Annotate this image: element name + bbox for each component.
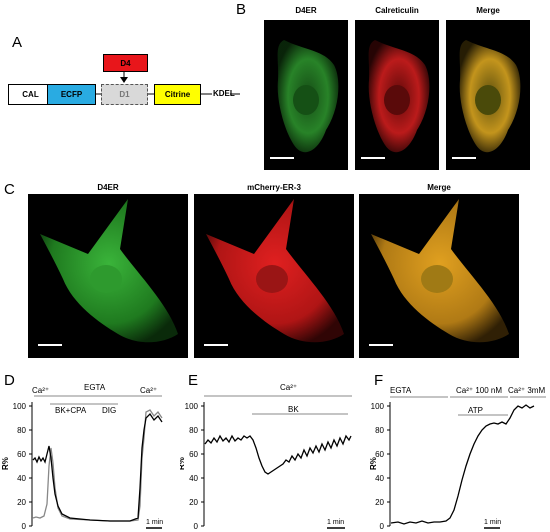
trace-f: EGTA Ca²⁺ 100 nM Ca²⁺ 3mM ATP 0 20 40 60… xyxy=(369,386,546,531)
construct-diagram xyxy=(53,72,240,95)
f-ylabel: R% xyxy=(369,457,378,470)
f-top-label-ca100: Ca²⁺ 100 nM xyxy=(456,386,502,395)
svg-text:80: 80 xyxy=(375,426,384,435)
svg-text:20: 20 xyxy=(375,498,384,507)
b-image-calreticulin xyxy=(355,20,439,170)
panel-label-b: B xyxy=(236,1,247,18)
f-bar-atp: ATP xyxy=(468,406,483,415)
ecfp-box: ECFP xyxy=(47,84,96,105)
svg-text:40: 40 xyxy=(17,474,26,483)
svg-text:60: 60 xyxy=(17,450,26,459)
svg-text:100: 100 xyxy=(371,402,385,411)
d-top-label-ca: Ca²⁺ xyxy=(32,386,49,395)
panel-label-a: A xyxy=(12,34,23,51)
e-bar-bk: BK xyxy=(288,405,299,414)
c-scale-bar-2 xyxy=(204,344,228,346)
svg-text:0: 0 xyxy=(380,522,385,531)
svg-text:100: 100 xyxy=(13,402,27,411)
panel-label-d: D xyxy=(4,372,15,389)
svg-text:40: 40 xyxy=(375,474,384,483)
svg-text:0: 0 xyxy=(194,522,199,531)
c-image-d4er xyxy=(28,194,188,358)
b-scale-bar-3 xyxy=(452,157,476,159)
d-top-label-ca2: Ca²⁺ xyxy=(140,386,157,395)
f-scale-label: 1 min xyxy=(484,519,501,526)
trace-d: Ca²⁺ EGTA Ca²⁺ BK+CPA DIG 0 20 40 60 80 … xyxy=(1,383,163,531)
f-top-label-egta: EGTA xyxy=(390,386,412,395)
svg-text:60: 60 xyxy=(375,450,384,459)
b-image-merge xyxy=(446,20,530,170)
f-y-axis: 0 20 40 60 80 100 xyxy=(371,402,390,531)
e-ylabel: R% xyxy=(180,457,186,470)
b-scale-bar-1 xyxy=(270,157,294,159)
c-title-d4er: D4ER xyxy=(97,183,119,192)
panel-label-e: E xyxy=(188,372,199,389)
d4-box: D4 xyxy=(103,54,148,72)
c-title-mcherry: mCherry-ER-3 xyxy=(247,183,301,192)
svg-text:60: 60 xyxy=(189,450,198,459)
c-scale-bar-3 xyxy=(369,344,393,346)
svg-text:80: 80 xyxy=(17,426,26,435)
svg-text:0: 0 xyxy=(22,522,27,531)
b-title-d4er: D4ER xyxy=(295,6,317,15)
d-ylabel: R% xyxy=(1,457,10,470)
svg-text:100: 100 xyxy=(185,402,199,411)
citrine-box: Citrine xyxy=(154,84,201,105)
c-scale-bar-1 xyxy=(38,344,62,346)
c-image-merge xyxy=(359,194,519,358)
svg-text:40: 40 xyxy=(189,474,198,483)
f-trace xyxy=(390,404,535,525)
b-title-merge: Merge xyxy=(476,6,500,15)
f-top-label-ca3: Ca²⁺ 3mM xyxy=(508,386,545,395)
b-image-d4er xyxy=(264,20,348,170)
svg-text:80: 80 xyxy=(189,426,198,435)
trace-e: Ca²⁺ BK 0 20 40 60 80 100 R% 1 min xyxy=(180,383,352,531)
d-trace-black xyxy=(32,412,163,522)
d1-box: D1 xyxy=(101,84,148,105)
d-top-label-egta: EGTA xyxy=(84,383,106,392)
b-scale-bar-2 xyxy=(361,157,385,159)
svg-text:20: 20 xyxy=(189,498,198,507)
panel-label-f: F xyxy=(374,372,384,389)
c-image-mcherry xyxy=(194,194,354,358)
d-bar-dig: DIG xyxy=(102,406,116,415)
panel-label-c: C xyxy=(4,181,15,198)
kdel-label: KDEL xyxy=(213,89,235,98)
d-bar-bkcpa: BK+CPA xyxy=(55,406,87,415)
e-top-label-ca: Ca²⁺ xyxy=(280,383,297,392)
d-scale-label: 1 min xyxy=(146,519,163,526)
e-scale-label: 1 min xyxy=(327,519,344,526)
e-y-axis: 0 20 40 60 80 100 xyxy=(185,402,204,531)
d-y-axis: 0 20 40 60 80 100 xyxy=(13,402,32,531)
c-title-merge: Merge xyxy=(427,183,451,192)
e-trace xyxy=(204,434,352,475)
b-title-calreticulin: Calreticulin xyxy=(375,6,419,15)
svg-text:20: 20 xyxy=(17,498,26,507)
